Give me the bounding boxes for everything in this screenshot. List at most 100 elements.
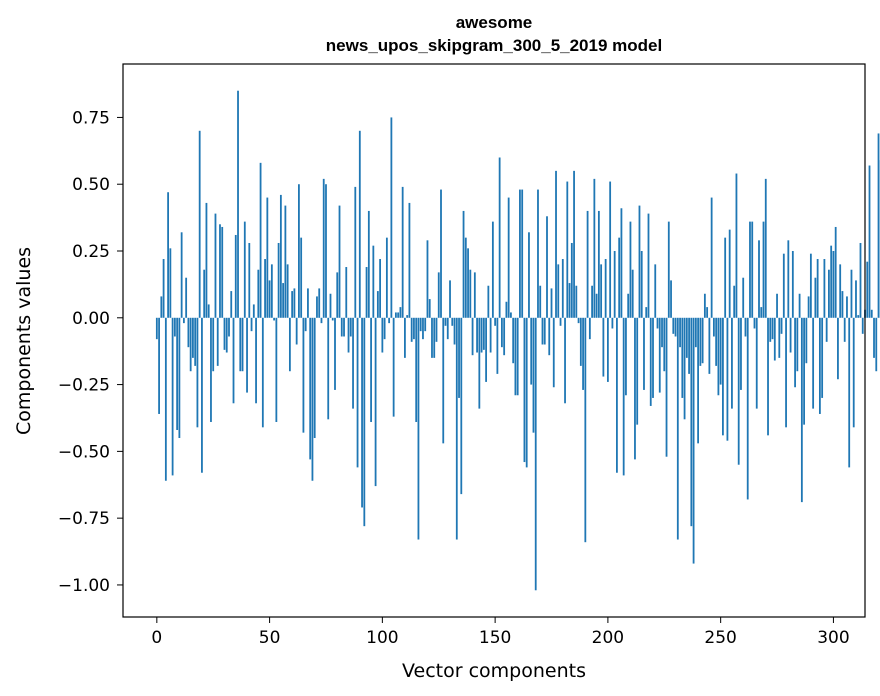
bar: [473, 272, 476, 318]
bar: [268, 280, 271, 318]
bar: [392, 317, 395, 417]
bar: [870, 309, 873, 318]
bar: [566, 181, 569, 318]
bar: [877, 133, 880, 318]
bar: [313, 317, 316, 439]
bar: [557, 264, 560, 318]
bar: [257, 269, 260, 318]
bar: [627, 293, 630, 318]
bar: [717, 317, 720, 396]
bar: [381, 317, 384, 353]
bar: [415, 317, 418, 422]
bar: [830, 245, 833, 318]
bar: [611, 317, 614, 329]
bar: [800, 317, 803, 503]
bar: [873, 317, 875, 358]
bar: [302, 317, 305, 433]
bar: [692, 317, 695, 564]
bar: [239, 317, 242, 372]
x-tick-label: 300: [817, 628, 849, 648]
bar: [413, 317, 415, 340]
bar: [178, 317, 181, 439]
y-tick-label: 0.50: [72, 175, 110, 195]
bar: [595, 293, 598, 318]
bar: [821, 317, 824, 398]
bar: [243, 221, 246, 318]
bar: [210, 317, 212, 422]
bar: [543, 317, 546, 345]
bar: [807, 296, 810, 318]
bar: [530, 317, 533, 385]
bar: [658, 317, 661, 393]
bar: [661, 317, 663, 348]
bar: [579, 317, 582, 366]
bar: [216, 317, 219, 366]
bar: [376, 291, 379, 318]
bar: [697, 317, 699, 444]
bar: [780, 317, 783, 334]
bar: [767, 317, 769, 436]
bar: [374, 317, 377, 487]
bar: [731, 317, 733, 409]
bar: [625, 317, 627, 396]
x-tick-label: 150: [479, 628, 511, 648]
bar: [476, 317, 478, 353]
bar: [318, 288, 321, 318]
bar: [496, 317, 499, 374]
bar: [255, 317, 257, 404]
bar: [279, 194, 282, 318]
bar: [417, 317, 420, 540]
bar: [674, 317, 677, 337]
bar: [214, 213, 217, 318]
bar: [715, 317, 718, 366]
bar: [340, 317, 343, 337]
bar: [189, 317, 192, 372]
bar: [264, 259, 266, 318]
bar: [182, 317, 185, 324]
bar: [647, 213, 650, 318]
y-axis-label: Components values: [13, 247, 35, 435]
bar: [803, 317, 805, 425]
bar: [688, 317, 690, 374]
bar: [735, 173, 738, 318]
bar: [670, 280, 672, 318]
bar: [424, 317, 427, 332]
bar: [667, 221, 670, 318]
bar: [338, 205, 341, 318]
bar: [818, 317, 821, 414]
bar: [848, 317, 851, 468]
bar: [798, 293, 801, 318]
bar: [462, 210, 465, 318]
bar: [288, 317, 291, 372]
bar: [568, 283, 571, 318]
bar: [298, 184, 300, 318]
bar: [672, 317, 675, 334]
bar: [160, 296, 163, 318]
bar: [223, 317, 226, 350]
y-axis-ticks: 0.75 0.50 0.25 0.00 −0.25 −0.50 −0.75 −1.00: [58, 108, 123, 596]
bar: [187, 317, 190, 348]
bar: [431, 317, 433, 358]
bar: [489, 317, 492, 353]
bar: [809, 253, 812, 318]
bar: [593, 178, 596, 318]
x-tick-label: 50: [259, 628, 281, 648]
bar: [875, 317, 878, 372]
bar: [331, 317, 334, 321]
y-tick-label: −1.00: [58, 576, 110, 596]
bar: [327, 317, 330, 420]
bar: [828, 269, 830, 318]
chart-title-line1: awesome: [456, 13, 533, 32]
bar: [372, 245, 375, 318]
bar: [690, 317, 693, 527]
bar: [620, 208, 623, 318]
bar: [388, 317, 391, 324]
bar: [440, 189, 442, 318]
bar: [825, 317, 828, 342]
bar: [228, 317, 230, 337]
bar: [379, 259, 381, 318]
bar: [758, 240, 760, 318]
x-tick-label: 0: [151, 628, 162, 648]
bar: [839, 264, 842, 318]
bar: [437, 272, 440, 318]
